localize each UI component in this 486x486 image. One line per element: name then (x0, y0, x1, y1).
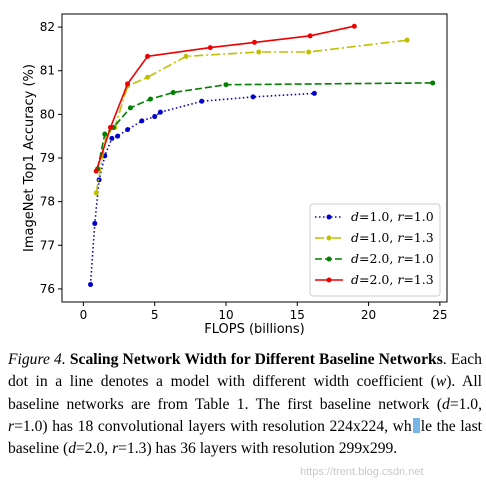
caption-var-r2: r (112, 440, 119, 458)
data-point (115, 133, 121, 139)
series-d1.0-r1.3 (93, 37, 410, 196)
y-tick-label: 77 (40, 238, 55, 252)
data-point (102, 131, 108, 137)
series-line (95, 39, 408, 194)
legend-box (309, 203, 441, 297)
data-point (88, 282, 94, 288)
y-tick-label: 76 (40, 282, 55, 296)
caption-text-7: =1.3) has 36 layers with resolution 299x… (118, 440, 398, 458)
legend-label: d=1.0, r=1.3 (351, 230, 434, 245)
data-point (139, 118, 145, 124)
y-axis-label: ImageNet Top1 Accuracy (%) (22, 64, 37, 252)
y-tick-label: 81 (40, 64, 55, 78)
caption-text-3: =1.0, (449, 395, 482, 413)
series-d2.0-r1.3 (93, 23, 357, 174)
series-d1.0-r1.0 (88, 90, 317, 288)
caption-text-2: ). All baseline networks are from Table … (8, 373, 482, 413)
x-tick-label: 25 (432, 308, 447, 322)
data-point (93, 168, 99, 174)
y-tick-label: 82 (40, 20, 55, 34)
legend: d=1.0, r=1.0 d=1.0, r=1.3 d=2.0, r=1.0 d=2.… (309, 203, 441, 297)
legend-label: d=2.0, r=1.0 (351, 251, 434, 266)
x-tick-label: 0 (80, 308, 88, 322)
data-point (207, 45, 213, 51)
data-point (145, 74, 151, 80)
x-tick-label: 5 (151, 308, 159, 322)
data-point (170, 90, 176, 96)
x-tick-label: 15 (290, 308, 305, 322)
x-axis-label: FLOPS (billions) (204, 322, 305, 337)
data-point (152, 114, 158, 120)
caption-var-r1: r (8, 417, 15, 435)
caption-text-5: le the last baseline ( (8, 417, 482, 458)
data-point (125, 81, 131, 87)
legend-entry: d=2.0, r=1.3 (315, 272, 434, 287)
caption-figure-label: Figure 4. (8, 351, 66, 368)
accuracy-vs-flops-chart: 0 5 10 15 20 25 76 77 78 79 80 81 82 FLOPS (billions… (22, 13, 448, 337)
data-point (157, 109, 163, 115)
y-tick-label: 80 (40, 107, 55, 121)
series-line (96, 82, 433, 170)
data-point (183, 53, 189, 59)
data-point (145, 53, 151, 59)
legend-label: d=2.0, r=1.3 (351, 272, 434, 287)
data-point (125, 127, 131, 133)
series-line (95, 25, 355, 172)
data-point (307, 33, 313, 39)
legend-label: d=1.0, r=1.0 (351, 209, 434, 224)
legend-marker (326, 235, 332, 241)
data-point (252, 39, 257, 45)
legend-entry: d=2.0, r=1.0 (315, 251, 434, 266)
data-point (306, 49, 312, 55)
data-point (107, 124, 113, 130)
text-cursor-highlight (412, 417, 420, 433)
data-point (351, 23, 357, 29)
data-point (93, 190, 99, 196)
data-point (199, 98, 205, 104)
x-tick-label: 10 (218, 308, 233, 322)
y-tick-label: 79 (40, 151, 55, 165)
watermark: https://trent.blog.csdn.net (300, 466, 424, 478)
data-point (250, 94, 256, 100)
caption-var-d2: d (68, 440, 76, 458)
caption-var-w: w (435, 373, 447, 391)
data-point (147, 96, 153, 102)
data-point (404, 37, 410, 43)
legend-marker (326, 256, 332, 262)
data-point (223, 82, 229, 88)
x-tick-label: 20 (361, 308, 376, 322)
data-point (127, 105, 133, 111)
caption-text-1: . Each dot in a line denotes a model wit… (8, 351, 482, 391)
legend-marker (326, 277, 332, 283)
data-point (109, 135, 115, 141)
data-point (92, 220, 98, 226)
series-d2.0-r1.0 (95, 80, 436, 172)
legend-marker (326, 214, 332, 220)
figure-caption: Figure 4. Scaling Network Width for Diff… (8, 349, 482, 460)
caption-var-d1: d (442, 395, 450, 413)
legend-entry: d=1.0, r=1.3 (315, 230, 434, 245)
caption-title: Scaling Network Width for Different Base… (69, 351, 443, 368)
series-line (89, 92, 315, 285)
y-tick-label: 78 (40, 195, 55, 209)
data-point (430, 80, 436, 86)
data-point (311, 90, 317, 96)
data-point (256, 49, 262, 55)
caption-text-6: =2.0, (75, 440, 113, 458)
legend-entry: d=1.0, r=1.0 (315, 209, 434, 224)
caption-text-4: =1.0) has 18 convolutional layers with r… (14, 417, 412, 435)
